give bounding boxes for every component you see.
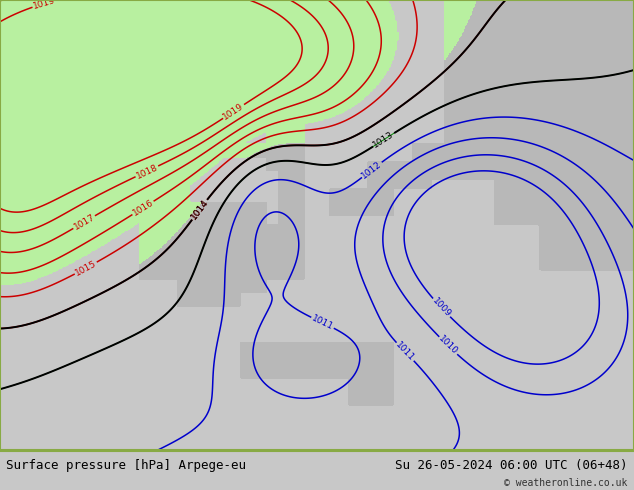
Text: 1017: 1017 [72, 212, 96, 232]
Text: 1011: 1011 [394, 341, 417, 363]
Text: 1016: 1016 [131, 198, 155, 218]
Text: 1018: 1018 [134, 162, 159, 180]
Text: © weatheronline.co.uk: © weatheronline.co.uk [504, 478, 628, 488]
Text: 1010: 1010 [437, 334, 460, 357]
Text: 1015: 1015 [74, 259, 98, 277]
Text: 1014: 1014 [189, 198, 210, 221]
Text: Surface pressure [hPa] Arpege-eu: Surface pressure [hPa] Arpege-eu [6, 460, 247, 472]
Text: 1009: 1009 [430, 296, 453, 319]
Text: 1012: 1012 [360, 159, 384, 180]
Text: 1019: 1019 [221, 101, 245, 122]
Text: Su 26-05-2024 06:00 UTC (06+48): Su 26-05-2024 06:00 UTC (06+48) [395, 460, 628, 472]
Text: 1011: 1011 [310, 314, 335, 332]
Text: 1019: 1019 [32, 0, 56, 11]
Text: 1014: 1014 [189, 198, 210, 221]
Text: 1013: 1013 [372, 130, 396, 150]
